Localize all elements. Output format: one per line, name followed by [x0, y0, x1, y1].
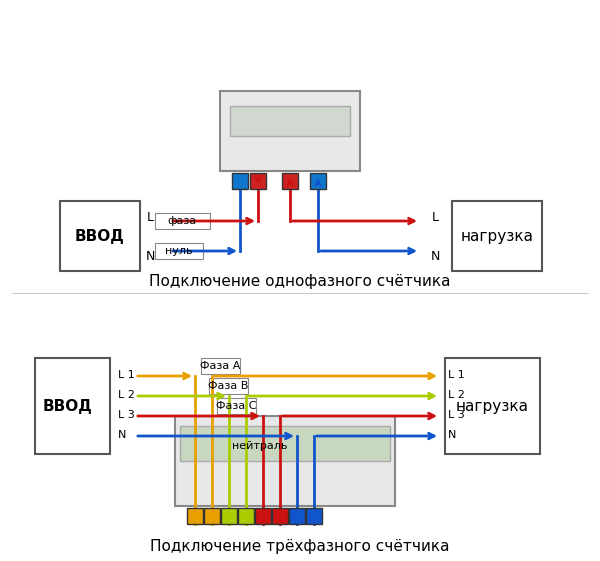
Bar — [204, 508, 220, 524]
Text: Фаза В: Фаза В — [208, 381, 248, 391]
Bar — [445, 358, 540, 454]
Text: 2: 2 — [209, 512, 215, 521]
Bar — [255, 508, 271, 524]
Bar — [35, 358, 110, 454]
Text: 6: 6 — [277, 512, 283, 521]
Text: L: L — [146, 210, 154, 223]
Text: L 1: L 1 — [118, 370, 135, 380]
Text: 1: 1 — [192, 512, 198, 521]
Bar — [272, 508, 288, 524]
Text: 4: 4 — [243, 512, 249, 521]
Bar — [217, 398, 256, 414]
Bar — [232, 173, 248, 189]
Text: N: N — [448, 430, 457, 440]
Text: L 2: L 2 — [448, 390, 465, 400]
Bar — [200, 358, 239, 374]
Bar — [230, 106, 350, 136]
Bar — [235, 438, 285, 454]
Bar — [175, 416, 395, 506]
Bar — [155, 243, 203, 259]
Text: L 1: L 1 — [448, 370, 465, 380]
Text: 3: 3 — [226, 512, 232, 521]
Bar — [282, 173, 298, 189]
Text: 1: 1 — [237, 176, 243, 186]
Text: L 3: L 3 — [448, 410, 465, 420]
Text: нагрузка: нагрузка — [461, 228, 533, 243]
Text: Фаза С: Фаза С — [216, 401, 256, 411]
Bar — [209, 378, 248, 394]
Bar — [238, 508, 254, 524]
Bar — [220, 91, 360, 171]
Text: ВВОД: ВВОД — [43, 398, 93, 413]
Bar — [60, 201, 140, 271]
Bar — [221, 508, 237, 524]
Bar — [289, 508, 305, 524]
Text: 5: 5 — [260, 512, 266, 521]
Text: нейтраль: нейтраль — [232, 441, 287, 451]
Text: 4: 4 — [315, 176, 321, 186]
Bar — [187, 508, 203, 524]
Text: 8: 8 — [311, 512, 317, 521]
Text: фаза: фаза — [167, 216, 197, 226]
Text: N: N — [430, 250, 440, 263]
Text: Подключение трёхфазного счётчика: Подключение трёхфазного счётчика — [150, 539, 450, 554]
Text: нуль: нуль — [165, 246, 193, 256]
Bar — [155, 213, 210, 229]
Text: 7: 7 — [294, 512, 300, 521]
Text: N: N — [118, 430, 127, 440]
Bar — [180, 426, 390, 461]
Text: Фаза А: Фаза А — [200, 361, 240, 371]
Text: нагрузка: нагрузка — [455, 398, 529, 413]
Text: L 3: L 3 — [118, 410, 135, 420]
Text: Подключение однофазного счётчика: Подключение однофазного счётчика — [149, 274, 451, 288]
Bar — [306, 508, 322, 524]
Text: 2: 2 — [255, 176, 261, 186]
Bar — [250, 173, 266, 189]
Text: L 2: L 2 — [118, 390, 135, 400]
Text: L: L — [431, 210, 439, 223]
Text: 3: 3 — [287, 176, 293, 186]
Text: ВВОД: ВВОД — [75, 228, 125, 243]
Bar — [310, 173, 326, 189]
Bar — [452, 201, 542, 271]
Text: N: N — [145, 250, 155, 263]
